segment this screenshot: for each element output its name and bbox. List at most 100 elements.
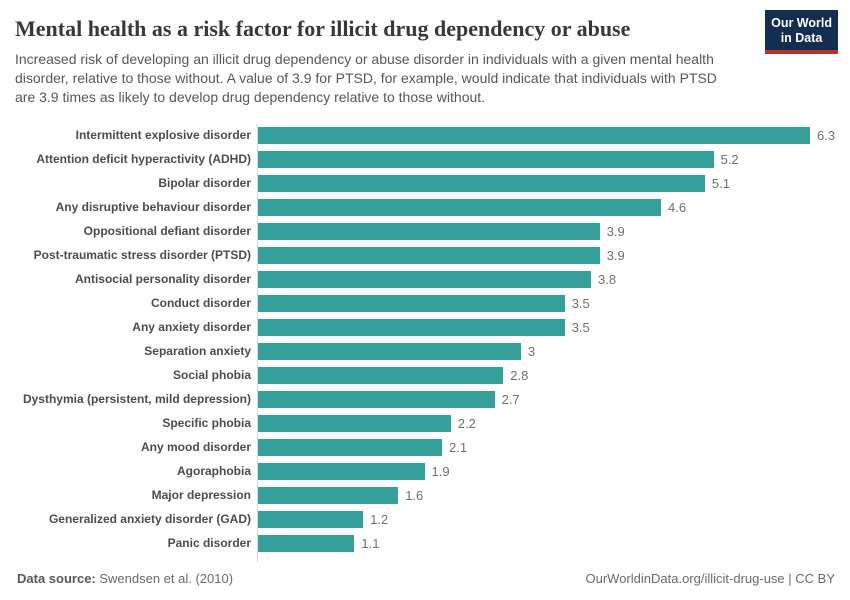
category-label: Conduct disorder — [150, 296, 251, 311]
chart-row: Oppositional defiant disorder 3.9 — [10, 219, 835, 244]
bar-track: 6.3 — [257, 123, 836, 148]
bar[interactable] — [258, 318, 565, 336]
bar[interactable] — [258, 174, 705, 192]
bar[interactable] — [258, 150, 714, 168]
value-label: 3.9 — [606, 247, 625, 263]
bar[interactable] — [258, 438, 442, 456]
chart-row: Bipolar disorder 5.1 — [10, 171, 835, 196]
bar[interactable] — [258, 246, 600, 264]
value-label: 2.8 — [510, 367, 529, 383]
bar[interactable] — [258, 366, 504, 384]
bar-track: 3.9 — [257, 243, 835, 268]
category-label: Any disruptive behaviour disorder — [55, 200, 251, 215]
bar-track: 1.9 — [257, 459, 835, 484]
category-label: Bipolar disorder — [158, 176, 251, 191]
bar[interactable] — [258, 222, 600, 240]
chart-subtitle: Increased risk of developing an illicit … — [15, 51, 717, 105]
chart-row: Panic disorder 1.1 — [10, 531, 835, 556]
bar-chart: Intermittent explosive disorder 6.3 Attent… — [10, 123, 836, 563]
data-source: Data source: Swendsen et al. (2010) — [17, 571, 233, 586]
value-label: 3.8 — [598, 271, 617, 287]
bar-track: 3.8 — [257, 267, 835, 292]
bar[interactable] — [258, 126, 810, 144]
bar[interactable] — [258, 342, 521, 360]
category-label: Post-traumatic stress disorder (PTSD) — [33, 248, 251, 263]
bar-track: 1.1 — [257, 531, 835, 556]
value-label: 2.7 — [501, 391, 520, 407]
chart-row: Social phobia 2.8 — [10, 363, 835, 388]
chart-row: Intermittent explosive disorder 6.3 — [10, 123, 836, 148]
bar-track: 3.5 — [257, 315, 835, 340]
bar-track: 2.1 — [257, 435, 835, 460]
bar-track: 2.8 — [257, 363, 835, 388]
value-label: 4.6 — [668, 199, 687, 215]
bar[interactable] — [258, 462, 425, 480]
bar-track: 5.2 — [257, 147, 835, 172]
bar[interactable] — [258, 534, 355, 552]
chart-row: Any anxiety disorder 3.5 — [10, 315, 835, 340]
bar-track: 2.7 — [257, 387, 835, 412]
value-label: 1.1 — [361, 535, 380, 551]
bar[interactable] — [258, 294, 565, 312]
value-label: 1.9 — [431, 463, 450, 479]
value-label: 2.1 — [449, 439, 468, 455]
category-label: Social phobia — [172, 368, 251, 383]
category-label: Attention deficit hyperactivity (ADHD) — [36, 152, 251, 167]
category-label: Agoraphobia — [177, 464, 251, 479]
bar-track: 3.5 — [257, 291, 835, 316]
value-label: 3.5 — [571, 319, 590, 335]
value-label: 1.6 — [405, 487, 424, 503]
owid-logo: Our World in Data — [765, 10, 838, 54]
owid-logo-line2: in Data — [780, 30, 823, 45]
bar[interactable] — [258, 390, 495, 408]
chart-row: Generalized anxiety disorder (GAD) 1.2 — [10, 507, 835, 532]
bar-track: 2.2 — [257, 411, 835, 436]
owid-logo-line1: Our World — [771, 16, 832, 30]
value-label: 3.5 — [571, 295, 590, 311]
bar-track: 1.6 — [257, 483, 835, 508]
category-label: Antisocial personality disorder — [74, 272, 251, 287]
chart-row: Post-traumatic stress disorder (PTSD) 3.9 — [10, 243, 835, 268]
category-label: Major depression — [151, 488, 251, 503]
footer: Data source: Swendsen et al. (2010) OurW… — [15, 571, 835, 586]
category-label: Separation anxiety — [144, 344, 251, 359]
value-label: 3 — [527, 343, 536, 359]
bar[interactable] — [258, 486, 399, 504]
data-source-value: Swendsen et al. (2010) — [95, 571, 234, 586]
bar[interactable] — [258, 414, 451, 432]
chart-row: Specific phobia 2.2 — [10, 411, 835, 436]
value-label: 5.1 — [711, 175, 730, 191]
bar-track: 3 — [257, 339, 835, 364]
bar-track: 1.2 — [257, 507, 835, 532]
bar[interactable] — [258, 198, 661, 216]
chart-title: Mental health as a risk factor for illic… — [15, 16, 631, 41]
chart-row: Antisocial personality disorder 3.8 — [10, 267, 835, 292]
category-label: Intermittent explosive disorder — [75, 128, 251, 143]
chart-row: Any mood disorder 2.1 — [10, 435, 835, 460]
chart-row: Any disruptive behaviour disorder 4.6 — [10, 195, 835, 220]
chart-rows: Intermittent explosive disorder 6.3 Attent… — [10, 123, 836, 556]
category-label: Dysthymia (persistent, mild depression) — [22, 392, 251, 407]
attribution: OurWorldinData.org/illicit-drug-use | CC… — [585, 571, 836, 586]
chart-row: Agoraphobia 1.9 — [10, 459, 835, 484]
chart-row: Separation anxiety 3 — [10, 339, 835, 364]
category-label: Any mood disorder — [140, 440, 251, 455]
chart-row: Dysthymia (persistent, mild depression) 2… — [10, 387, 835, 412]
data-source-label: Data source: — [17, 571, 96, 586]
bar[interactable] — [258, 510, 364, 528]
axis-line-tail — [257, 555, 258, 563]
category-label: Oppositional defiant disorder — [83, 224, 251, 239]
bar-track: 5.1 — [257, 171, 835, 196]
value-label: 5.2 — [720, 151, 739, 167]
bar-track: 4.6 — [257, 195, 835, 220]
value-label: 1.2 — [370, 511, 389, 527]
category-label: Specific phobia — [162, 416, 251, 431]
bar[interactable] — [258, 270, 591, 288]
chart-row: Attention deficit hyperactivity (ADHD) 5.… — [10, 147, 835, 172]
category-label: Generalized anxiety disorder (GAD) — [48, 512, 251, 527]
value-label: 6.3 — [817, 127, 836, 143]
value-label: 3.9 — [606, 223, 625, 239]
category-label: Panic disorder — [167, 536, 251, 551]
bar-track: 3.9 — [257, 219, 835, 244]
